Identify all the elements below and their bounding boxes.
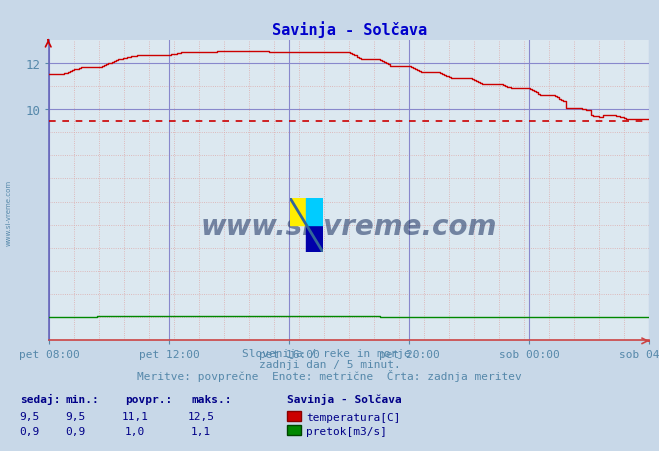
Bar [306,198,323,226]
Text: 0,9: 0,9 [20,426,40,436]
Text: Slovenija / reke in morje.: Slovenija / reke in morje. [242,348,417,358]
Text: min.:: min.: [66,394,100,404]
Text: Meritve: povprečne  Enote: metrične  Črta: zadnja meritev: Meritve: povprečne Enote: metrične Črta:… [137,369,522,381]
Bar [306,226,323,253]
Text: www.si-vreme.com: www.si-vreme.com [201,212,498,240]
Text: 1,1: 1,1 [191,426,211,436]
Text: maks.:: maks.: [191,394,231,404]
Text: zadnji dan / 5 minut.: zadnji dan / 5 minut. [258,359,401,369]
Text: 9,5: 9,5 [20,411,40,421]
Text: sedaj:: sedaj: [20,393,60,404]
Text: 9,5: 9,5 [66,411,86,421]
Bar [290,198,306,226]
Title: Savinja - Solčava: Savinja - Solčava [272,21,427,38]
Text: www.si-vreme.com: www.si-vreme.com [5,179,11,245]
Text: 0,9: 0,9 [66,426,86,436]
Text: 11,1: 11,1 [122,411,148,421]
Text: 1,0: 1,0 [125,426,145,436]
Text: 12,5: 12,5 [188,411,214,421]
Text: Savinja - Solčava: Savinja - Solčava [287,393,401,404]
Text: pretok[m3/s]: pretok[m3/s] [306,426,387,436]
Text: povpr.:: povpr.: [125,394,173,404]
Text: temperatura[C]: temperatura[C] [306,412,401,422]
